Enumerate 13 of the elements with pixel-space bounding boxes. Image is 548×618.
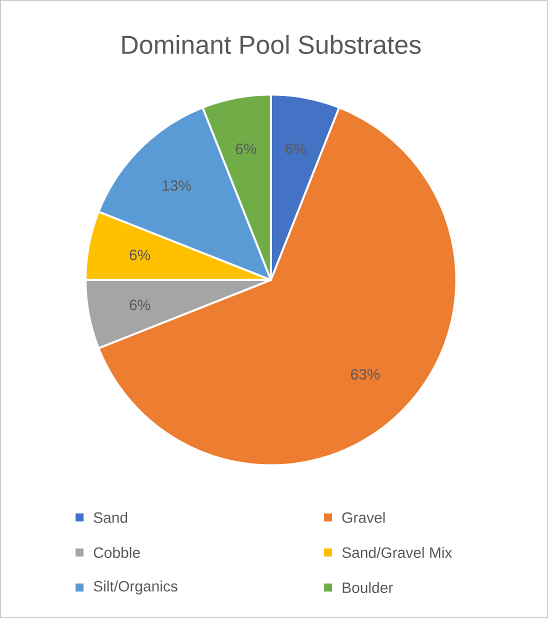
legend-label: Sand/Gravel Mix: [342, 546, 452, 558]
data-label: 6%: [236, 144, 256, 154]
legend-label: Silt/Organics: [94, 580, 178, 595]
legend-label: Gravel: [342, 512, 385, 523]
data-label: 6%: [130, 300, 150, 310]
data-label: 6%: [286, 144, 306, 154]
legend-label: Sand: [94, 512, 128, 523]
legend-label: Cobble: [94, 546, 140, 558]
data-label: 13%: [162, 180, 192, 191]
legend-label: Boulder: [342, 582, 393, 594]
data-label: 63%: [351, 369, 380, 380]
data-label: 6%: [130, 250, 150, 260]
chart-title: Dominant Pool Substrates: [122, 34, 421, 54]
